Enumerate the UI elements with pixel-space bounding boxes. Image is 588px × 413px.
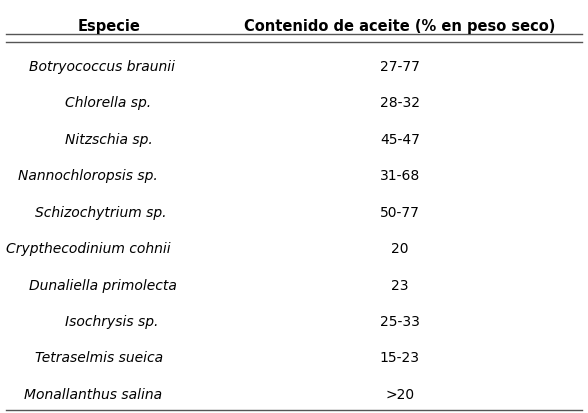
Text: 50-77: 50-77	[380, 205, 420, 219]
Text: 23: 23	[391, 278, 409, 292]
Text: 27-77: 27-77	[380, 60, 420, 74]
Text: Contenido de aceite (% en peso seco): Contenido de aceite (% en peso seco)	[244, 19, 556, 33]
Text: Tetraselmis sueica: Tetraselmis sueica	[35, 351, 163, 365]
Text: Dunaliella primolecta: Dunaliella primolecta	[29, 278, 177, 292]
Text: Botryococcus braunii: Botryococcus braunii	[29, 60, 175, 74]
Text: 25-33: 25-33	[380, 314, 420, 328]
Text: Schizochytrium sp.: Schizochytrium sp.	[35, 205, 167, 219]
Text: >20: >20	[385, 387, 415, 401]
Text: Monallanthus salina: Monallanthus salina	[24, 387, 162, 401]
Text: Nannochloropsis sp.: Nannochloropsis sp.	[18, 169, 158, 183]
Text: 45-47: 45-47	[380, 133, 420, 147]
Text: Nitzschia sp.: Nitzschia sp.	[65, 133, 152, 147]
Text: Especie: Especie	[78, 19, 140, 33]
Text: Chlorella sp.: Chlorella sp.	[65, 96, 151, 110]
Text: 20: 20	[391, 242, 409, 256]
Text: 28-32: 28-32	[380, 96, 420, 110]
Text: Crypthecodinium cohnii: Crypthecodinium cohnii	[6, 242, 171, 256]
Text: 15-23: 15-23	[380, 351, 420, 365]
Text: Isochrysis sp.: Isochrysis sp.	[65, 314, 158, 328]
Text: 31-68: 31-68	[380, 169, 420, 183]
